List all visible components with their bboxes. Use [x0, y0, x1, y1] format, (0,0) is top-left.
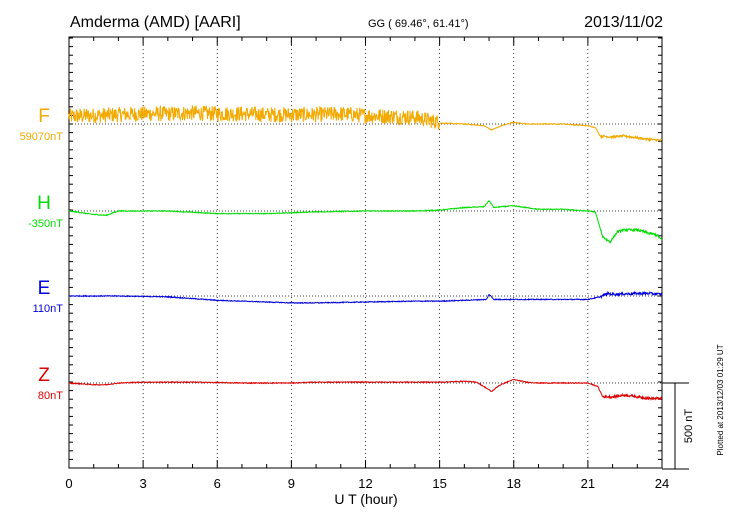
- baseline-value-h: -350nT: [28, 218, 63, 230]
- component-label-h: H: [37, 193, 51, 214]
- x-tick-label-9: 9: [288, 476, 295, 491]
- baseline-value-e: 110nT: [33, 303, 64, 315]
- x-tick-label-18: 18: [507, 476, 521, 491]
- scale-bar-label: 500 nT: [683, 409, 695, 444]
- series-line-e: [68, 290, 663, 305]
- baseline-value-f: 59070nT: [20, 131, 64, 143]
- series-labels: F 59070nT H -350nT E 110nT Z 80nT: [20, 106, 64, 402]
- component-label-f: F: [38, 106, 50, 127]
- x-tick-labels: 0 3 6 9 12 15 18 21 24: [65, 476, 669, 491]
- scale-bar: 500 nT: [662, 382, 695, 470]
- grid-lines: [142, 37, 589, 468]
- component-label-e: E: [38, 278, 51, 299]
- x-tick-label-21: 21: [581, 476, 595, 491]
- x-tick-label-0: 0: [65, 476, 72, 491]
- station-title: Amderma (AMD) [AARI]: [70, 14, 241, 31]
- x-tick-label-24: 24: [655, 476, 669, 491]
- series-line-f: [68, 104, 662, 143]
- series-line-h: [68, 200, 663, 245]
- component-label-z: Z: [38, 365, 50, 386]
- series-line-z: [68, 378, 663, 401]
- baseline-value-z: 80nT: [38, 390, 63, 402]
- coordinates-label: GG ( 69.46°, 61.41°): [368, 18, 469, 30]
- x-tick-label-6: 6: [214, 476, 221, 491]
- x-axis-label: U T (hour): [334, 491, 397, 507]
- x-tick-label-3: 3: [140, 476, 147, 491]
- plotted-at-label: Plotted at 2013/12/03 01:29 UT: [716, 344, 725, 455]
- date-label: 2013/11/02: [584, 14, 663, 31]
- axis-ticks: [68, 37, 663, 468]
- x-tick-label-12: 12: [358, 476, 372, 491]
- series-lines: [68, 104, 663, 401]
- x-tick-label-15: 15: [432, 476, 446, 491]
